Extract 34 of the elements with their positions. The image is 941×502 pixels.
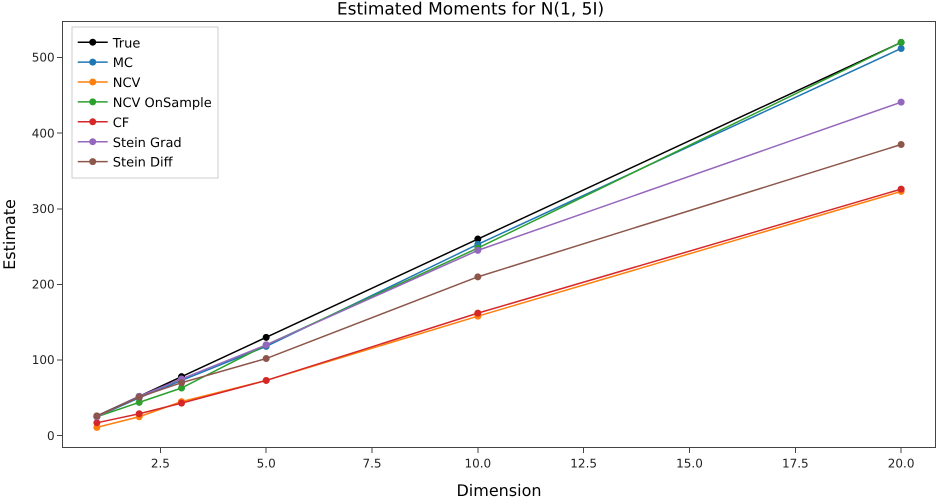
- y-axis-title: Estimate: [0, 199, 19, 270]
- point: [898, 98, 905, 106]
- x-tick-label: 7.5: [362, 456, 382, 470]
- legend-label: True: [112, 36, 140, 52]
- point: [474, 310, 482, 317]
- y-tick-label: 500: [32, 50, 55, 65]
- y-tick-label: 200: [32, 278, 55, 292]
- x-tick-label: 15.0: [676, 456, 703, 470]
- legend-label: CF: [112, 116, 130, 131]
- x-tick-label: 20.0: [888, 456, 914, 470]
- y-tick-label: 300: [32, 202, 55, 216]
- point: [898, 141, 905, 148]
- y-tick-label: 0: [46, 428, 55, 443]
- x-tick-label: 5.0: [256, 456, 276, 470]
- x-tick-label: 12.5: [570, 456, 598, 470]
- x-tick-label: 2.5: [150, 456, 170, 470]
- point: [93, 419, 100, 426]
- y-tick-label: 100: [32, 353, 55, 368]
- y-tick-label: 400: [32, 126, 55, 140]
- legend-label: Stein Grad: [112, 136, 182, 151]
- legend-label: Stein Diff: [112, 156, 174, 171]
- x-axis-title: Dimension: [456, 481, 542, 500]
- chart-title: Estimated Moments for N(1, 5I): [336, 0, 604, 20]
- point: [262, 334, 270, 341]
- x-tick-label: 10.0: [464, 456, 492, 470]
- legend-label: NCV: [112, 76, 141, 92]
- legend-label: MC: [112, 56, 134, 72]
- point: [898, 44, 905, 52]
- x-tick-label: 17.5: [782, 456, 809, 470]
- point: [262, 355, 270, 362]
- legend-label: NCV OnSample: [112, 96, 212, 111]
- point: [178, 379, 186, 386]
- point: [136, 410, 143, 418]
- point: [474, 273, 482, 280]
